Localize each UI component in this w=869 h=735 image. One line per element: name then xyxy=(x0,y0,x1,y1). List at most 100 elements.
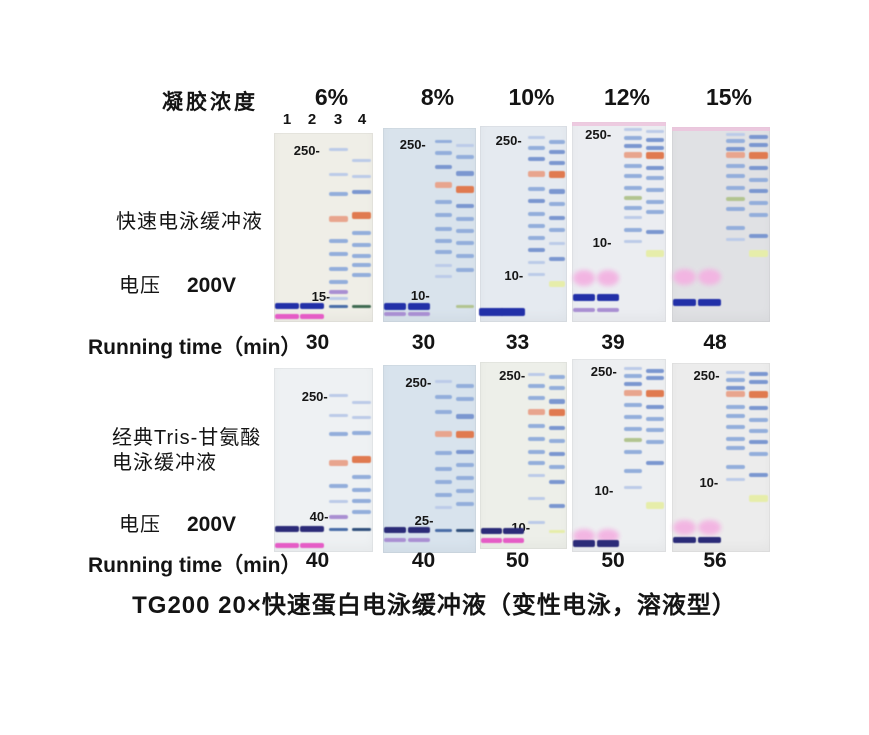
gel-band xyxy=(572,294,596,301)
gel-band xyxy=(548,504,566,509)
gel-band xyxy=(434,238,453,243)
gel-band xyxy=(456,502,475,507)
gel-band xyxy=(434,395,453,400)
gel-photo-fast-8pct: 250- 10- xyxy=(383,128,476,322)
gel-band xyxy=(548,280,566,287)
molecular-weight-label: 250- xyxy=(495,132,522,148)
molecular-weight-label: 10- xyxy=(699,475,719,491)
gel-band xyxy=(434,199,453,204)
gel-band xyxy=(328,528,348,532)
gel-band xyxy=(456,528,475,532)
gel-photo-classic-10pct: 250-10- xyxy=(480,362,567,549)
gel-band xyxy=(352,212,371,220)
gel-band xyxy=(749,406,769,411)
gel-band xyxy=(383,312,407,317)
gel-band xyxy=(548,227,566,232)
gel-band xyxy=(672,298,697,306)
gel-band xyxy=(697,298,722,306)
gel-band xyxy=(624,389,643,396)
gel-band xyxy=(548,375,566,380)
gel-band xyxy=(528,395,545,400)
gel-band xyxy=(624,240,643,243)
gel-band xyxy=(548,139,566,144)
buffer-label-fast: 快速电泳缓冲液 xyxy=(116,211,263,233)
voltage-value: 200V xyxy=(187,513,237,536)
gel-band xyxy=(528,186,545,191)
gel-band xyxy=(726,391,745,398)
gel-band xyxy=(749,472,769,477)
gel-band xyxy=(352,189,371,194)
gel-band xyxy=(672,536,697,543)
gel-band xyxy=(528,373,545,377)
gel-band xyxy=(352,487,371,492)
running-time-fast-8pct: 30 xyxy=(411,331,436,354)
gel-band xyxy=(548,188,566,194)
gel-band xyxy=(328,280,348,285)
gel-band xyxy=(456,449,475,454)
gel-photo-classic-12pct: 250- 10- xyxy=(572,359,666,552)
gel-band xyxy=(480,537,502,543)
gel-band xyxy=(548,257,566,262)
gel-band xyxy=(749,152,769,160)
gel-band xyxy=(726,152,745,159)
gel-band xyxy=(726,414,745,419)
gel-band xyxy=(548,451,566,456)
gel-band xyxy=(434,250,453,255)
gel-band xyxy=(548,171,566,179)
gel-band xyxy=(328,148,348,152)
gel-band xyxy=(434,528,453,532)
gel-band xyxy=(624,228,643,232)
dye-blob xyxy=(596,528,620,543)
gel-band xyxy=(624,164,643,168)
gel-band xyxy=(646,176,665,180)
buffer-label-classic: 经典Tris-甘氨酸 电泳缓冲液 xyxy=(112,426,261,476)
gel-band xyxy=(624,366,643,370)
gel-band xyxy=(352,272,371,277)
dye-blob xyxy=(672,519,697,535)
gel-band xyxy=(749,249,769,257)
gel-band xyxy=(274,314,299,320)
gel-band xyxy=(434,466,453,471)
gel-band xyxy=(749,234,769,239)
gel-band xyxy=(352,430,371,435)
gel-band xyxy=(646,405,665,410)
running-time-fast-10pct: 33 xyxy=(505,331,530,354)
molecular-weight-label: 250- xyxy=(293,143,320,159)
gel-band xyxy=(434,506,453,509)
gel-band xyxy=(501,308,526,317)
gel-band xyxy=(596,294,620,301)
gel-band xyxy=(434,139,453,143)
concentration-label-10pct: 10% xyxy=(508,84,555,110)
gel-band xyxy=(300,526,324,533)
running-time-classic-10pct: 50 xyxy=(505,549,530,572)
gel-band xyxy=(352,231,371,236)
gel-band xyxy=(528,408,545,415)
concentration-label-15pct: 15% xyxy=(705,84,753,110)
gel-band xyxy=(548,464,566,469)
gel-band xyxy=(548,216,566,221)
gel-band xyxy=(528,436,545,441)
gel-band xyxy=(646,428,665,433)
gel-band xyxy=(328,515,348,520)
gel-band xyxy=(328,238,348,243)
gel-band xyxy=(624,206,643,210)
running-time-fast-6pct: 30 xyxy=(305,331,330,354)
gel-band xyxy=(383,537,407,542)
dye-blob xyxy=(572,528,596,543)
gel-top-dye-stripe xyxy=(672,127,770,131)
gel-band xyxy=(407,312,430,317)
dye-blob xyxy=(697,269,722,286)
gel-band xyxy=(749,166,769,170)
gel-band xyxy=(624,136,643,140)
lane-number-4: 4 xyxy=(357,111,367,128)
gel-band xyxy=(726,425,745,430)
gel-band xyxy=(624,174,643,178)
gel-band xyxy=(528,157,545,162)
running-time-label-row2: Running time（min） xyxy=(88,554,302,577)
gel-band xyxy=(456,155,475,160)
gel-band xyxy=(548,425,566,430)
gel-band xyxy=(434,151,453,156)
gel-band xyxy=(528,198,545,203)
gel-band xyxy=(274,303,299,310)
gel-band xyxy=(646,376,665,381)
